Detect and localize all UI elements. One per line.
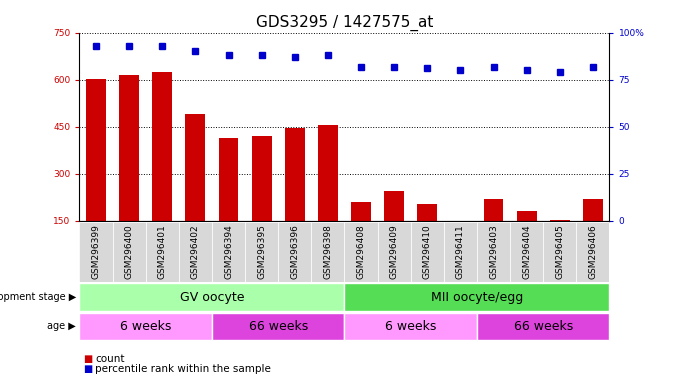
Bar	[384, 191, 404, 268]
Text: GSM296400: GSM296400	[124, 224, 133, 279]
Text: GSM296411: GSM296411	[456, 224, 465, 279]
Bar	[444, 222, 477, 282]
Bar	[212, 313, 344, 340]
Title: GDS3295 / 1427575_at: GDS3295 / 1427575_at	[256, 15, 433, 31]
Text: 6 weeks: 6 weeks	[385, 320, 437, 333]
Bar	[218, 138, 238, 268]
Bar	[113, 222, 146, 282]
Bar	[245, 222, 278, 282]
Text: GSM296404: GSM296404	[522, 224, 531, 279]
Bar	[344, 283, 609, 311]
Bar	[79, 222, 113, 282]
Text: GSM296410: GSM296410	[423, 224, 432, 279]
Bar	[146, 222, 179, 282]
Bar	[79, 283, 344, 311]
Text: GSM296409: GSM296409	[390, 224, 399, 279]
Text: MII oocyte/egg: MII oocyte/egg	[430, 291, 523, 304]
Bar	[312, 222, 344, 282]
Bar	[510, 222, 543, 282]
Text: percentile rank within the sample: percentile rank within the sample	[95, 364, 272, 374]
Text: GSM296401: GSM296401	[158, 224, 167, 279]
Text: GSM296403: GSM296403	[489, 224, 498, 279]
Text: GSM296394: GSM296394	[224, 224, 233, 279]
Text: ■: ■	[83, 364, 92, 374]
Text: GSM296408: GSM296408	[357, 224, 366, 279]
Bar	[477, 222, 510, 282]
Bar	[583, 199, 603, 268]
Text: GSM296395: GSM296395	[257, 224, 266, 279]
Text: GSM296399: GSM296399	[91, 224, 100, 279]
Text: GSM296405: GSM296405	[556, 224, 565, 279]
Bar	[86, 79, 106, 268]
Bar	[120, 75, 139, 268]
Bar	[484, 199, 504, 268]
Text: 66 weeks: 66 weeks	[513, 320, 573, 333]
Bar	[451, 222, 471, 268]
Bar	[212, 222, 245, 282]
Bar	[410, 222, 444, 282]
Bar	[543, 222, 576, 282]
Bar	[377, 222, 410, 282]
Text: ■: ■	[83, 354, 92, 364]
Bar	[318, 125, 338, 268]
Text: count: count	[95, 354, 125, 364]
Bar	[576, 222, 609, 282]
Bar	[344, 222, 377, 282]
Text: 6 weeks: 6 weeks	[120, 320, 171, 333]
Bar	[185, 114, 205, 268]
Text: GSM296406: GSM296406	[589, 224, 598, 279]
Text: GV oocyte: GV oocyte	[180, 291, 244, 304]
Text: GSM296402: GSM296402	[191, 224, 200, 279]
Text: age ▶: age ▶	[47, 321, 76, 331]
Bar	[351, 202, 371, 268]
Bar	[477, 313, 609, 340]
Bar	[550, 220, 569, 268]
Bar	[417, 204, 437, 268]
Bar	[517, 211, 537, 268]
Text: 66 weeks: 66 weeks	[249, 320, 307, 333]
Bar	[152, 72, 172, 268]
Text: development stage ▶: development stage ▶	[0, 292, 76, 302]
Bar	[285, 128, 305, 268]
Bar	[344, 313, 477, 340]
Bar	[278, 222, 312, 282]
Bar	[179, 222, 212, 282]
Text: GSM296396: GSM296396	[290, 224, 299, 279]
Text: GSM296398: GSM296398	[323, 224, 332, 279]
Bar	[252, 136, 272, 268]
Bar	[79, 313, 212, 340]
